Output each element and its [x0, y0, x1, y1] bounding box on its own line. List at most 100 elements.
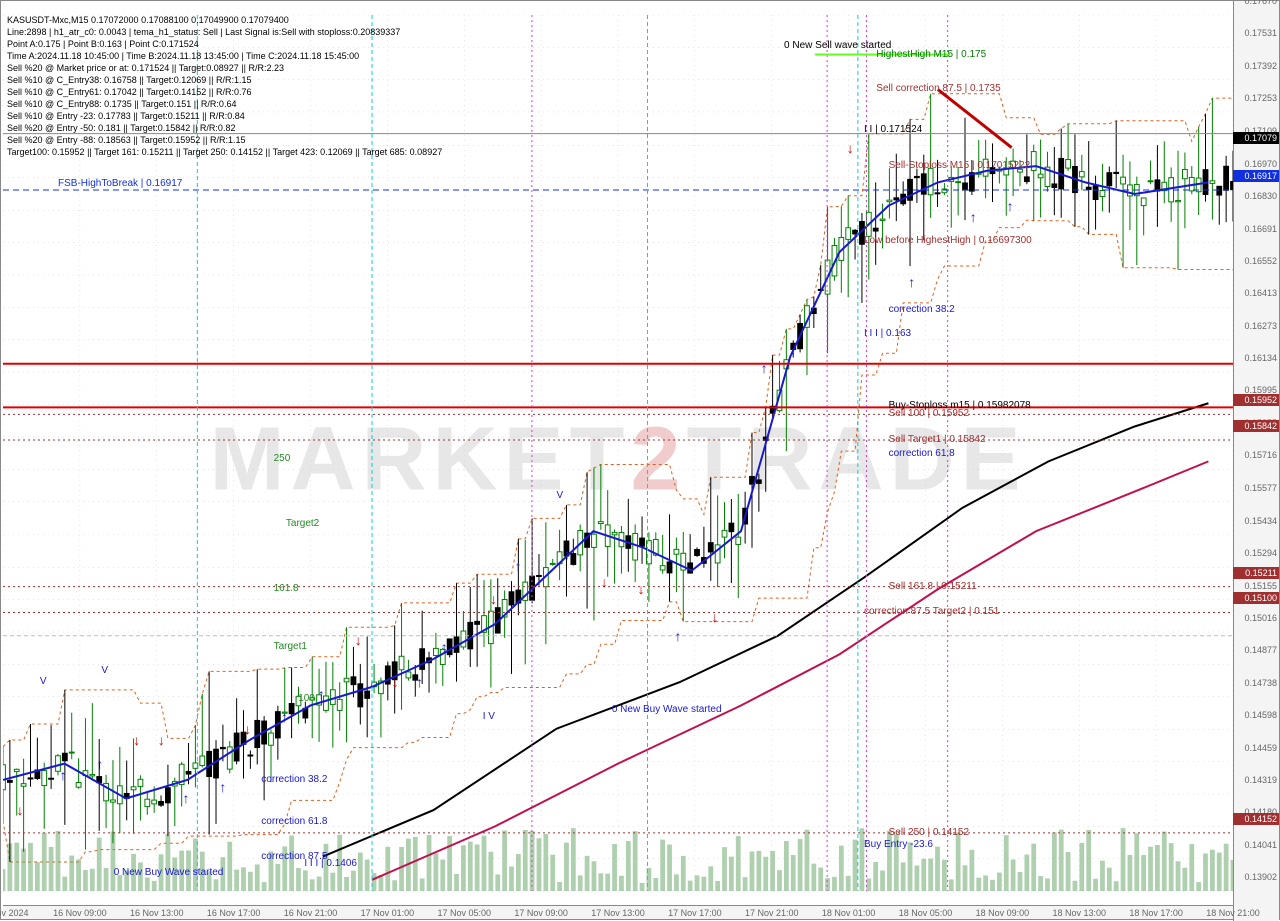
time-tick: 16 Nov 2024 [0, 908, 29, 918]
time-tick: 18 Nov 09:00 [976, 908, 1030, 918]
price-tick: 0.16552 [1244, 256, 1277, 266]
time-tick: 18 Nov 05:00 [899, 908, 953, 918]
ohlc-title: KASUSDT-Mxc,M15 0.17072000 0.17088100 0.… [7, 15, 289, 25]
price-tick: 0.16830 [1244, 191, 1277, 201]
arrow-up-icon: ↑ [970, 209, 977, 225]
time-tick: 18 Nov 01:00 [822, 908, 876, 918]
chart-annotation: HighestHigh M15 | 0.175 [876, 49, 986, 60]
header-info-line: Line:2898 | h1_atr_c0: 0.0043 | tema_h1_… [7, 27, 400, 37]
chart-annotation: correction 61.8 [261, 816, 327, 827]
chart-annotation: 250 [274, 453, 291, 464]
price-tag: 0.14152 [1233, 813, 1279, 825]
price-tick: 0.14459 [1244, 743, 1277, 753]
price-tick: 0.14319 [1244, 775, 1277, 785]
price-tick: 0.14877 [1244, 645, 1277, 655]
price-tick: 0.15716 [1244, 450, 1277, 460]
arrow-up-icon: ↑ [441, 639, 448, 655]
chart-annotation: Sell-Stoploss M15 | 0.17015222 [889, 160, 1031, 171]
price-tick: 0.13902 [1244, 872, 1277, 882]
price-tick: 0.15155 [1244, 581, 1277, 591]
chart-annotation: Sell 161.8 | 0.15211 [889, 581, 977, 592]
chart-annotation: Target2 [286, 518, 319, 529]
chart-annotation: Sell 250 | 0.14152 [889, 827, 969, 838]
chart-annotation: V [101, 665, 108, 676]
price-tick: 0.15434 [1244, 516, 1277, 526]
chart-annotation: correction 87.5 Target2 | 0.151 [864, 606, 999, 617]
time-axis: 16 Nov 2024 16 Nov 09:00 16 Nov 13:00 16 No… [3, 905, 1233, 919]
time-tick: 17 Nov 13:00 [591, 908, 645, 918]
price-tick: 0.16691 [1244, 224, 1277, 234]
arrow-down-icon: ↓ [490, 591, 497, 607]
arrow-down-icon: ↓ [355, 632, 362, 648]
price-tick: 0.16134 [1244, 353, 1277, 363]
price-tick: 0.16970 [1244, 159, 1277, 169]
arrow-up-icon: ↑ [281, 709, 288, 725]
price-tick: 0.17670 [1244, 0, 1277, 6]
arrow-down-icon: ↓ [16, 802, 23, 818]
time-tick: 16 Nov 09:00 [53, 908, 107, 918]
chart-annotation: Sell correction 87.5 | 0.1735 [876, 83, 1000, 94]
time-tick: 17 Nov 01:00 [361, 908, 415, 918]
time-tick: 17 Nov 21:00 [745, 908, 799, 918]
chart-annotation: I I I | 0.163 [864, 328, 911, 339]
chart-annotation: I I | 0.171524 [864, 124, 922, 135]
arrow-up-icon: ↑ [96, 756, 103, 772]
chart-annotation: FSB-HighToBreak | 0.16917 [58, 178, 182, 189]
time-tick: 16 Nov 21:00 [284, 908, 338, 918]
price-tag: 0.15211 [1233, 567, 1279, 579]
price-tick: 0.14598 [1244, 710, 1277, 720]
arrow-up-icon: ↑ [515, 558, 522, 574]
arrow-up-icon: ↑ [1007, 198, 1014, 214]
arrow-down-icon: ↓ [133, 732, 140, 748]
price-tick: 0.16273 [1244, 321, 1277, 331]
chart-annotation: V [557, 490, 564, 501]
chart-annotation: correction 38.2 [889, 304, 955, 315]
chart-annotation: correction 61.8 [889, 448, 955, 459]
arrow-up-icon: ↑ [675, 628, 682, 644]
header-info-line: Target100: 0.15952 || Target 161: 0.1521… [7, 147, 442, 157]
chart-annotation: Sell Target1 | 0.15842 [889, 434, 986, 445]
arrow-up-icon: ↑ [183, 790, 190, 806]
time-tick: 18 Nov 21:00 [1206, 908, 1260, 918]
chart-annotation: V [40, 676, 47, 687]
price-tick: 0.15016 [1244, 613, 1277, 623]
chart-annotation: I I I | 0.1406 [304, 858, 357, 869]
time-tick: 17 Nov 17:00 [668, 908, 722, 918]
chart-annotation: Low before HighestHigh | 0.16697300 [864, 235, 1032, 246]
chart-annotation: Buy Entry -23.6 [864, 839, 933, 850]
price-tick: 0.15294 [1244, 548, 1277, 558]
arrow-up-icon: ↑ [318, 686, 325, 702]
chart-annotation: 0 New Buy Wave started [114, 867, 224, 878]
price-tick: 0.17253 [1244, 93, 1277, 103]
time-tick: 17 Nov 09:00 [514, 908, 568, 918]
arrow-up-icon: ↑ [219, 779, 226, 795]
price-tick: 0.15577 [1244, 483, 1277, 493]
time-tick: 16 Nov 13:00 [130, 908, 184, 918]
price-tick: 0.14738 [1244, 678, 1277, 688]
time-tick: 18 Nov 17:00 [1129, 908, 1183, 918]
chart-plot-area[interactable]: MARKET2TRADE 250Target2161.8Target1100co… [3, 15, 1233, 905]
header-info-line: Sell %10 @ Entry -23: 0.17783 || Target:… [7, 111, 245, 121]
chart-annotation: 100 [298, 693, 315, 704]
arrow-up-icon: ↑ [564, 546, 571, 562]
arrow-up-icon: ↑ [60, 767, 67, 783]
arrow-up-icon: ↑ [416, 674, 423, 690]
chart-annotation: 0 New Buy Wave started [612, 704, 722, 715]
chart-annotation: Sell 100 | 0.15952 [889, 408, 969, 419]
header-info-line: Sell %20 @ Entry -88: 0.18563 || Target:… [7, 135, 245, 145]
price-tag: 0.15952 [1233, 394, 1279, 406]
arrow-up-icon: ↑ [761, 360, 768, 376]
chart-annotation: I V [483, 711, 495, 722]
arrow-down-icon: ↓ [601, 574, 608, 590]
arrow-down-icon: ↓ [158, 732, 165, 748]
price-tag: 0.17079 [1233, 132, 1279, 144]
chart-annotation: 161.8 [274, 583, 299, 594]
time-tick: 17 Nov 05:00 [437, 908, 491, 918]
header-info-line: Time A:2024.11.18 10:45:00 | Time B:2024… [7, 51, 359, 61]
price-tag: 0.16917 [1233, 170, 1279, 182]
header-info-line: Sell %10 @ C_Entry88: 0.1735 || Target:0… [7, 99, 236, 109]
time-tick: 18 Nov 13:00 [1052, 908, 1106, 918]
header-info-line: Sell %10 @ C_Entry61: 0.17042 || Target:… [7, 87, 251, 97]
header-info-line: Sell %20 @ Entry -50: 0.181 || Target:0.… [7, 123, 235, 133]
price-tick: 0.17531 [1244, 28, 1277, 38]
